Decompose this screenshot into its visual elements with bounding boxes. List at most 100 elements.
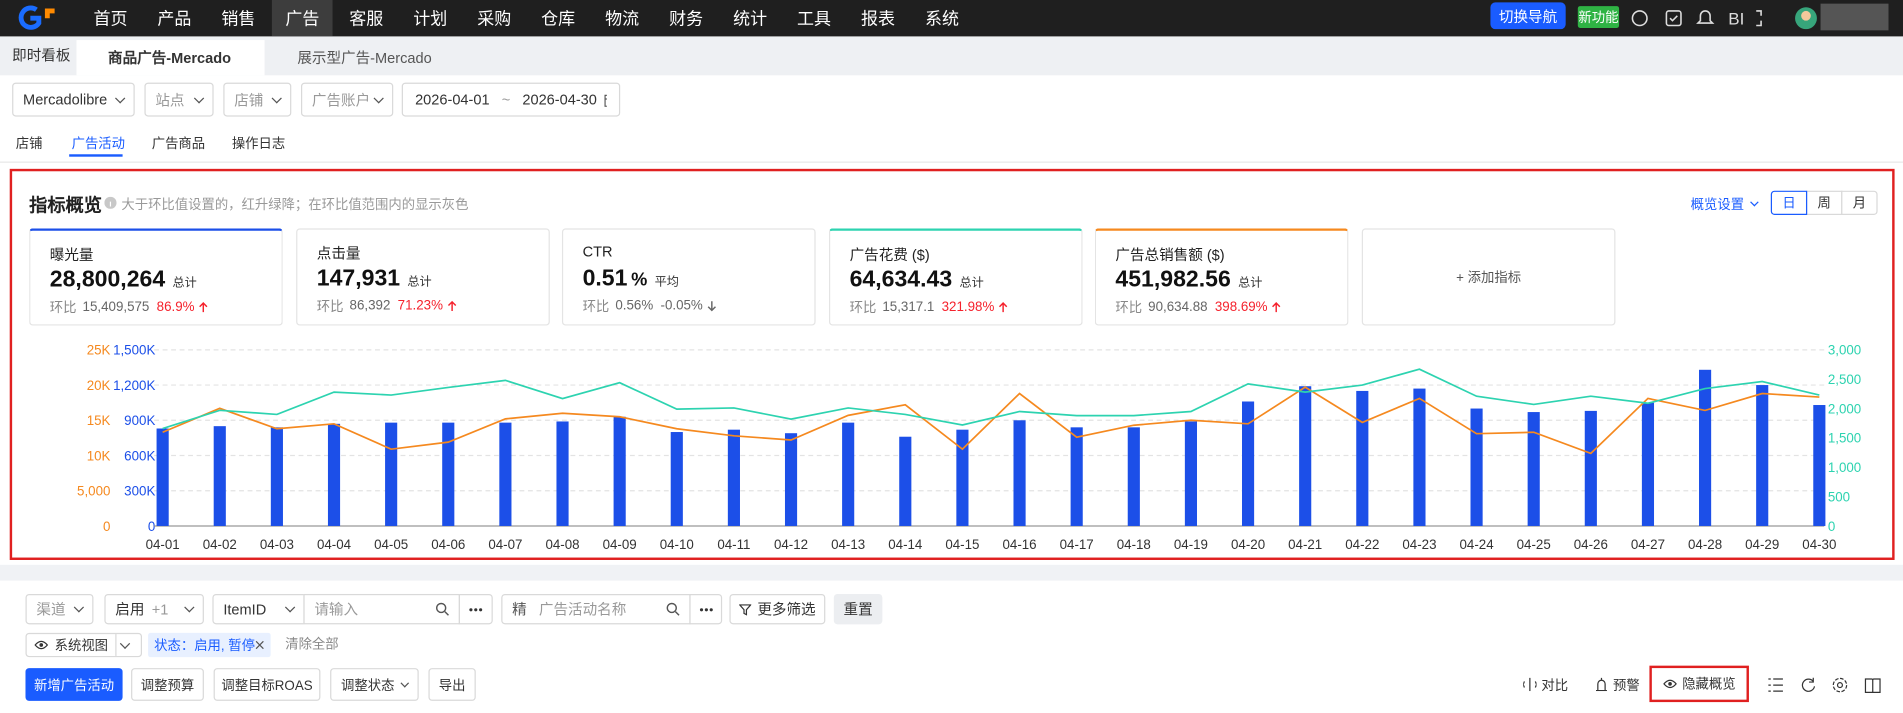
action-button[interactable]: 调整预算 [131, 668, 204, 701]
sub-tab[interactable]: 广告商品 [151, 137, 206, 152]
menu-item[interactable]: 系统 [924, 8, 959, 28]
site-select[interactable]: 站点 [144, 82, 214, 117]
menu-item[interactable]: 客服 [349, 8, 384, 28]
y3-tick-label: 15K [87, 413, 111, 428]
logo[interactable] [16, 5, 65, 32]
bar [1127, 427, 1140, 526]
account-select[interactable]: 广告账户 [300, 82, 394, 117]
trend-arrow-path [199, 302, 208, 313]
channel: 渠道 [36, 601, 66, 619]
menu-item[interactable]: 仓库 [541, 8, 576, 28]
avatar[interactable] [1794, 6, 1818, 30]
date-sep: ~ [501, 91, 511, 109]
home-tab[interactable]: 即时看板 [12, 47, 71, 65]
tab-active[interactable]: 商品广告-Mercado [76, 40, 265, 76]
menu-item[interactable]: 销售 [221, 8, 256, 28]
x-tick-label: 04-15 [945, 537, 979, 552]
sub-tab[interactable]: 店铺 [15, 137, 43, 152]
menu-item[interactable]: 产品 [157, 8, 192, 28]
action-button[interactable]: 导出 [428, 668, 476, 701]
metric-label: CTR [582, 242, 613, 260]
bar [899, 436, 912, 526]
menu-item[interactable]: 计划 [413, 8, 448, 28]
reset-button[interactable]: 重置 [833, 593, 883, 625]
item-input[interactable]: 请输入 [303, 593, 460, 625]
bar [1584, 410, 1597, 526]
menu-item[interactable]: 物流 [605, 8, 640, 28]
menu-item-active[interactable]: 广告 [271, 0, 333, 37]
bar [1641, 402, 1655, 526]
hide-overview-button[interactable]: 隐藏概览 [1649, 665, 1749, 703]
y3-tick-label: 20K [87, 378, 111, 393]
platform-select[interactable]: Mercadolibre [12, 82, 135, 117]
status-select[interactable]: 启用 +1 [104, 593, 204, 625]
metric-card[interactable]: CTR 0.51% 平均 环比 0.56% -0.05% [561, 228, 816, 326]
menu-item[interactable]: 财务 [669, 8, 704, 28]
period[interactable]: 月 [1841, 190, 1878, 216]
channel-select[interactable]: 渠道 [25, 593, 94, 625]
metric-compare: 环比 90,634.88 398.69% [1115, 298, 1282, 317]
platform: Mercadolibre [23, 91, 108, 109]
more-button[interactable] [689, 593, 723, 625]
x-tick-label: 04-29 [1745, 537, 1779, 552]
x-tick-label: 04-30 [1802, 537, 1836, 552]
bi-link[interactable]: BI [1728, 8, 1745, 28]
sub-tab-active[interactable]: 广告活动 [71, 137, 126, 152]
action-button[interactable]: 调整状态 [330, 668, 419, 701]
metric-row: 64,634.43 总计 [850, 267, 984, 294]
overview-highlight [9, 168, 1895, 560]
period-switch: 日周月 [1770, 190, 1878, 216]
shop-select[interactable]: 店铺 [223, 82, 292, 117]
toolbar-icons [1768, 677, 1881, 693]
more-filters-button[interactable]: 更多筛选 [729, 593, 826, 625]
menu-item[interactable]: 工具 [797, 8, 832, 28]
button-label: 导出 [438, 678, 466, 693]
period[interactable]: 周 [1805, 190, 1843, 216]
compare-change: -0.05% [660, 298, 703, 314]
metric-card[interactable]: 点击量 147,931 总计 环比 86,392 71.23% [296, 228, 550, 326]
bar [613, 416, 626, 526]
metric-compare: 环比 15,317.1 321.98% [850, 298, 1009, 317]
date-range[interactable]: 2026-04-01 ~ 2026-04-30 [401, 82, 621, 117]
menu-item[interactable]: 采购 [477, 8, 512, 28]
tab[interactable]: 展示型广告-Mercado [297, 49, 432, 67]
overview-settings[interactable]: 概览设置 [1691, 194, 1759, 213]
bar [1070, 427, 1083, 526]
metric-agg: 总计 [1238, 276, 1263, 291]
bar [1241, 401, 1255, 526]
metric-card[interactable]: 曝光量 28,800,264 总计 环比 15,409,575 86.9% [29, 228, 283, 326]
trend-arrow-path [999, 302, 1008, 313]
user-name-masked[interactable] [1820, 3, 1889, 31]
y-tick-label: 1,500K [113, 343, 155, 358]
compare-prev: 15,317.1 [882, 300, 935, 315]
primary-button[interactable]: 新增广告活动 [25, 668, 123, 701]
more-button[interactable] [458, 593, 493, 625]
y2-tick-label: 1,500 [1828, 431, 1861, 446]
action-button[interactable]: 调整目标ROAS [213, 668, 321, 701]
menu-item[interactable]: 统计 [733, 8, 768, 28]
compare-button[interactable]: 对比 [1523, 668, 1568, 701]
period-active[interactable]: 日 [1770, 190, 1808, 216]
y2-tick-label: 0 [1828, 519, 1835, 534]
metric-card[interactable]: 广告花费 ($) 64,634.43 总计 环比 15,317.1 321.98% [828, 228, 1083, 326]
alert-button[interactable]: 预警 [1595, 668, 1640, 701]
new-feature-badge[interactable]: 新功能 [1577, 6, 1620, 28]
item-field-select[interactable]: ItemID [212, 593, 305, 625]
y3-tick-label: 25K [87, 343, 111, 358]
bar [1527, 412, 1540, 526]
add-metric-card[interactable]: + 添加指标 [1361, 228, 1616, 326]
clear-all[interactable]: 清除全部 [285, 637, 339, 653]
menu-item[interactable]: 报表 [860, 8, 895, 28]
menu-item[interactable]: 首页 [93, 8, 128, 28]
x-tick-label: 04-19 [1174, 537, 1208, 552]
sub-tab[interactable]: 操作日志 [231, 137, 286, 152]
metric-value: 64,634.43 [849, 267, 953, 293]
switch-nav-button[interactable]: 切换导航 [1490, 2, 1566, 30]
compare: 对比 [1541, 678, 1569, 693]
metric-agg: 平均 [654, 275, 679, 290]
y-tick-label: 600K [124, 448, 155, 463]
metric-card[interactable]: 广告总销售额 ($) 451,982.56 总计 环比 90,634.88 398.69% [1094, 228, 1349, 326]
view-select[interactable]: 系统视图 [25, 632, 143, 658]
campaign-input[interactable]: 精广告活动名称 [501, 593, 691, 625]
close-icon[interactable] [255, 640, 265, 650]
